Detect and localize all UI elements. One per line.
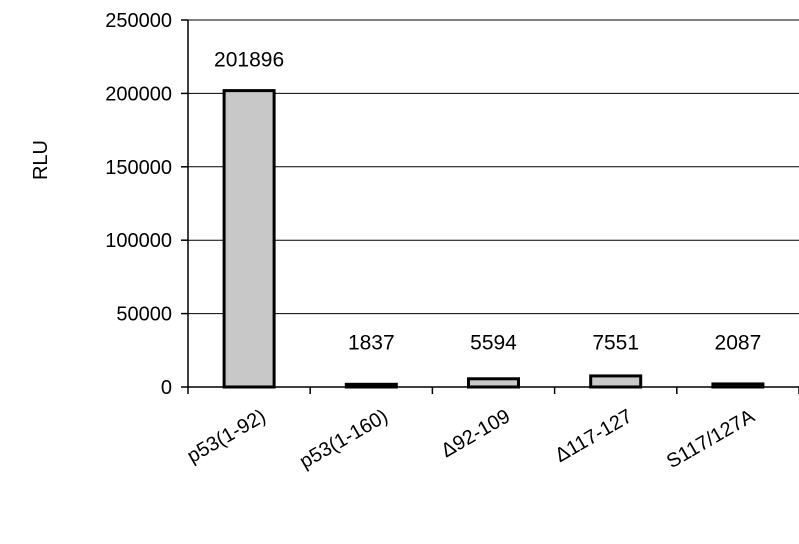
y-axis-title: RLU [30,140,52,180]
y-tick-label: 200000 [105,83,172,105]
value-label-5: 2087 [715,332,762,355]
category-label-5: S117/127A [663,405,759,473]
bar-2 [346,384,396,387]
bar-1 [224,91,274,387]
bar-3 [469,379,519,387]
category-label-1: p53(1-92) [183,405,269,467]
y-tick-label: 150000 [105,157,172,179]
y-tick-label: 0 [161,377,172,399]
y-tick-labels: 0 50000 100000 150000 200000 250000 [105,10,188,399]
bar-5 [713,384,763,387]
y-tick-label: 250000 [105,10,172,32]
value-label-3: 5594 [470,332,517,355]
data-labels: 201896 1837 5594 7551 2087 [214,49,761,355]
y-tick-label: 100000 [105,230,172,252]
category-label-3: Δ92-109 [437,405,514,462]
category-label-4: Δ117-127 [551,405,636,467]
value-label-2: 1837 [348,332,395,355]
category-label-2: p53(1-160) [296,405,392,473]
category-labels: p53(1-92) p53(1-160) Δ92-109 Δ117-127 S117/1… [183,405,758,473]
value-label-4: 7551 [592,332,639,355]
value-label-1: 201896 [214,49,284,72]
bar-4 [591,376,641,387]
y-tick-label: 50000 [116,304,172,326]
